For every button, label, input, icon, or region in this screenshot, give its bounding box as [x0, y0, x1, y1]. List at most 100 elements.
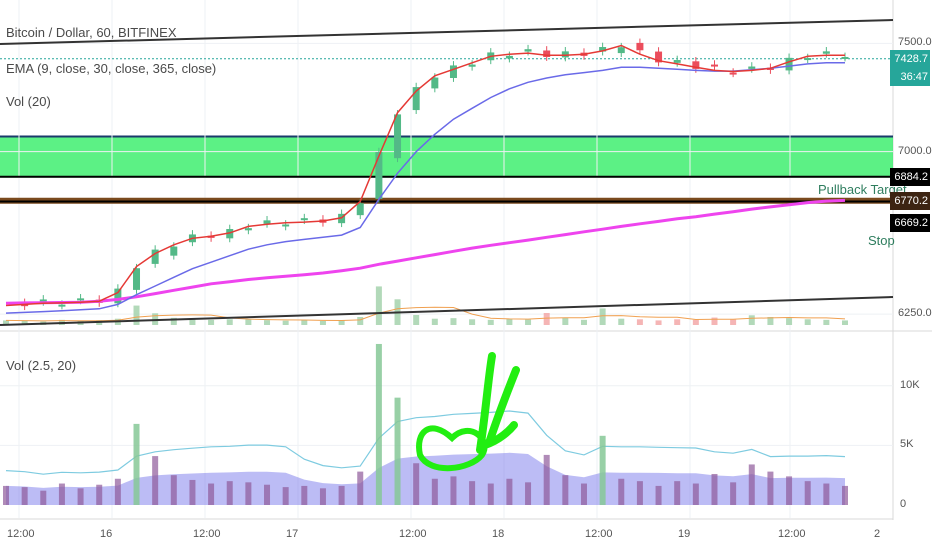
volume-pane-bar	[823, 483, 830, 505]
volume-bar	[226, 319, 233, 325]
volume-bar	[319, 321, 326, 325]
volume-bar	[655, 320, 662, 325]
volume-pane-bar	[264, 484, 271, 505]
volume-bar	[338, 320, 345, 325]
volume-pane-bar	[842, 485, 848, 505]
volume-pane-bar	[580, 483, 587, 505]
volume-bar	[730, 319, 737, 325]
volume-pane-bar	[506, 478, 513, 505]
volume-pane-bar	[599, 435, 606, 505]
volume-bar	[767, 317, 774, 325]
volume-pane-bar	[767, 471, 774, 505]
volume-pane-bar	[674, 481, 681, 505]
axis-tick-label: 17	[286, 528, 299, 540]
volume-pane-bar	[189, 479, 196, 505]
candle-body	[561, 51, 569, 58]
candle-body	[170, 246, 178, 256]
volume-bar	[189, 319, 196, 325]
volume-pane-bar	[469, 481, 476, 505]
candle-body	[151, 249, 159, 264]
price-tag: 36:47	[890, 67, 930, 86]
price-tag: 6770.2	[890, 192, 930, 211]
volume-pane-bar	[431, 478, 438, 505]
volume-bar	[562, 317, 569, 325]
candle-body	[300, 218, 308, 221]
volume-pane-bar	[96, 484, 103, 505]
ema-9-line	[5, 44, 845, 307]
volume-bar	[208, 319, 215, 325]
volume-bar	[3, 320, 9, 325]
axis-tick-label: 19	[678, 528, 691, 540]
volume-pane-bar	[711, 473, 718, 505]
volume-pane-bar	[21, 487, 28, 505]
pullback-target-label: Pullback Target	[818, 182, 907, 197]
volume-pane-bar	[338, 485, 345, 505]
axis-tick-label: 6250.0	[898, 307, 932, 320]
axis-tick-label: 18	[492, 528, 505, 540]
volume-bar	[375, 286, 382, 325]
candle-body	[729, 72, 737, 75]
volume-bar	[580, 319, 587, 325]
volume-pane-bar	[170, 475, 177, 505]
volume-bar	[21, 320, 28, 325]
candle-body	[804, 58, 812, 61]
volume-pane-bar	[114, 478, 121, 505]
volume-pane-bar	[208, 483, 215, 505]
volume-pane-bar	[692, 483, 699, 505]
candle-body	[655, 51, 663, 63]
volume-pane-bar	[450, 476, 457, 505]
volume-pane-bar	[301, 485, 308, 505]
candle-body	[468, 64, 476, 67]
volume-pane-bar	[525, 482, 532, 505]
vol-pane-legend[interactable]: Vol (2.5, 20)	[6, 358, 77, 373]
volume-bar	[133, 305, 140, 325]
candle-body	[673, 60, 681, 63]
vol-legend[interactable]: Vol (20)	[6, 94, 51, 109]
volume-pane-bar	[562, 475, 569, 505]
volume-bar	[282, 320, 289, 325]
candle-body	[282, 224, 290, 227]
chart-title: Bitcoin / Dollar, 60, BITFINEX	[6, 25, 177, 40]
volume-threshold-line	[5, 410, 846, 475]
ema-30-line	[5, 62, 845, 314]
volume-bar	[786, 318, 793, 325]
volume-pane-bar	[413, 463, 420, 505]
volume-pane-bar	[152, 456, 159, 505]
volume-bar	[711, 317, 718, 325]
ema-legend[interactable]: EMA (9, close, 30, close, 365, close)	[6, 61, 217, 76]
channel-bottom-line	[0, 296, 894, 326]
price-tag: 6884.2	[890, 167, 930, 186]
candle-body	[39, 299, 47, 302]
volume-bar	[506, 318, 513, 325]
volume-bar	[170, 317, 177, 325]
volume-area	[6, 452, 845, 505]
support-zone	[0, 136, 893, 178]
candle-body	[543, 50, 551, 57]
axis-tick-label: 12:00	[585, 528, 613, 540]
axis-tick-label: 12:00	[778, 528, 806, 540]
candle-body	[524, 49, 532, 52]
candle-body	[449, 65, 457, 78]
volume-pane-bar	[3, 485, 9, 505]
volume-pane-bar	[133, 423, 140, 505]
candle-body	[822, 51, 830, 54]
volume-ma-line	[5, 306, 846, 322]
candle-body	[748, 66, 756, 69]
axis-tick-label: 5K	[900, 438, 914, 451]
volume-bar	[413, 315, 420, 325]
volume-bar	[618, 318, 625, 325]
volume-bar	[245, 319, 252, 325]
volume-bar	[301, 320, 308, 325]
candle-body	[636, 42, 644, 51]
price-tag: 6669.2	[890, 214, 930, 233]
volume-bar	[357, 317, 364, 325]
volume-pane-bar	[748, 464, 755, 505]
axis-tick-label: 7000.0	[898, 144, 932, 157]
candle-body	[431, 77, 439, 89]
volume-pane-bar	[730, 482, 737, 505]
volume-bar	[692, 319, 699, 325]
volume-bar	[487, 319, 494, 325]
volume-bar	[543, 313, 550, 325]
